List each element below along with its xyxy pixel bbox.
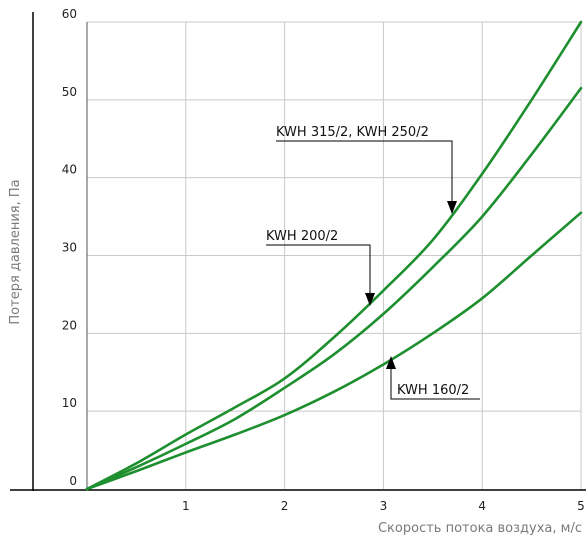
- x-tick-label-5: 5: [577, 499, 585, 513]
- callout-arrowhead-kwh-200: [365, 293, 375, 306]
- callout-leader-kwh-315-250: [276, 140, 453, 205]
- series-line-0: [85, 20, 583, 491]
- callout-kwh-200: KWH 200/2: [266, 229, 375, 306]
- series-line-1: [85, 86, 583, 491]
- callout-kwh-315-250: KWH 315/2, KWH 250/2: [276, 125, 457, 214]
- x-tick-labels: 1 2 3 4 5: [182, 499, 585, 513]
- callout-arrowhead-kwh-315-250: [447, 201, 457, 214]
- x-tick-label-1: 1: [182, 499, 190, 513]
- y-tick-label-20: 20: [62, 318, 77, 332]
- x-axis-title: Скорость потока воздуха, м/с: [378, 521, 582, 536]
- x-tick-label-4: 4: [478, 499, 486, 513]
- y-tick-label-0: 0: [69, 474, 77, 488]
- y-tick-labels: 0 10 20 30 40 50 60: [62, 7, 77, 488]
- callout-leader-kwh-200: [266, 244, 371, 297]
- y-tick-label-10: 10: [62, 396, 77, 410]
- callout-kwh-160: KWH 160/2: [386, 356, 480, 400]
- y-tick-label-50: 50: [62, 85, 77, 99]
- x-tick-label-2: 2: [281, 499, 289, 513]
- y-tick-label-30: 30: [62, 241, 77, 255]
- callout-label-kwh-315-250: KWH 315/2, KWH 250/2: [276, 125, 429, 140]
- y-tick-label-60: 60: [62, 7, 77, 21]
- series-lines: [85, 20, 583, 491]
- callout-label-kwh-160: KWH 160/2: [397, 383, 469, 398]
- grid: [86, 21, 582, 489]
- series-line-2: [85, 211, 583, 491]
- callouts: KWH 315/2, KWH 250/2 KWH 200/2 KWH 160/2: [266, 125, 480, 400]
- x-tick-label-3: 3: [380, 499, 388, 513]
- axes: [10, 12, 586, 491]
- y-tick-label-40: 40: [62, 163, 77, 177]
- y-axis-title: Потеря давления, Па: [8, 179, 23, 324]
- callout-label-kwh-200: KWH 200/2: [266, 229, 338, 244]
- callout-arrowhead-kwh-160: [386, 356, 396, 369]
- callout-leader-kwh-160: [390, 365, 480, 400]
